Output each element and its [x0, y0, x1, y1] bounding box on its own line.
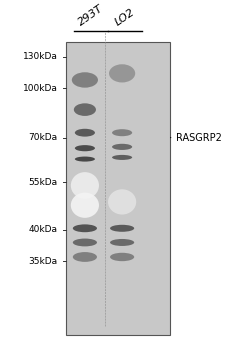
Bar [66, 42, 170, 335]
Text: 40kDa: 40kDa [29, 225, 58, 234]
Text: 55kDa: 55kDa [29, 178, 58, 187]
Text: 35kDa: 35kDa [29, 257, 58, 266]
Ellipse shape [110, 225, 134, 232]
Ellipse shape [73, 252, 97, 262]
Ellipse shape [112, 129, 132, 136]
Ellipse shape [110, 253, 134, 261]
Text: 293T: 293T [76, 3, 105, 27]
Ellipse shape [73, 239, 97, 246]
Ellipse shape [71, 193, 99, 218]
Ellipse shape [108, 189, 136, 215]
Text: 130kDa: 130kDa [23, 52, 58, 61]
Ellipse shape [112, 144, 132, 150]
Text: LO2: LO2 [113, 7, 137, 27]
Ellipse shape [72, 72, 98, 88]
Ellipse shape [73, 224, 97, 232]
Ellipse shape [75, 129, 95, 137]
Ellipse shape [71, 172, 99, 199]
Ellipse shape [112, 155, 132, 160]
Ellipse shape [109, 64, 135, 83]
Text: RASGRP2: RASGRP2 [170, 133, 222, 143]
Text: 70kDa: 70kDa [29, 133, 58, 142]
Text: 100kDa: 100kDa [23, 84, 58, 93]
Ellipse shape [75, 156, 95, 162]
Ellipse shape [110, 239, 134, 246]
Ellipse shape [75, 145, 95, 151]
Ellipse shape [74, 103, 96, 116]
